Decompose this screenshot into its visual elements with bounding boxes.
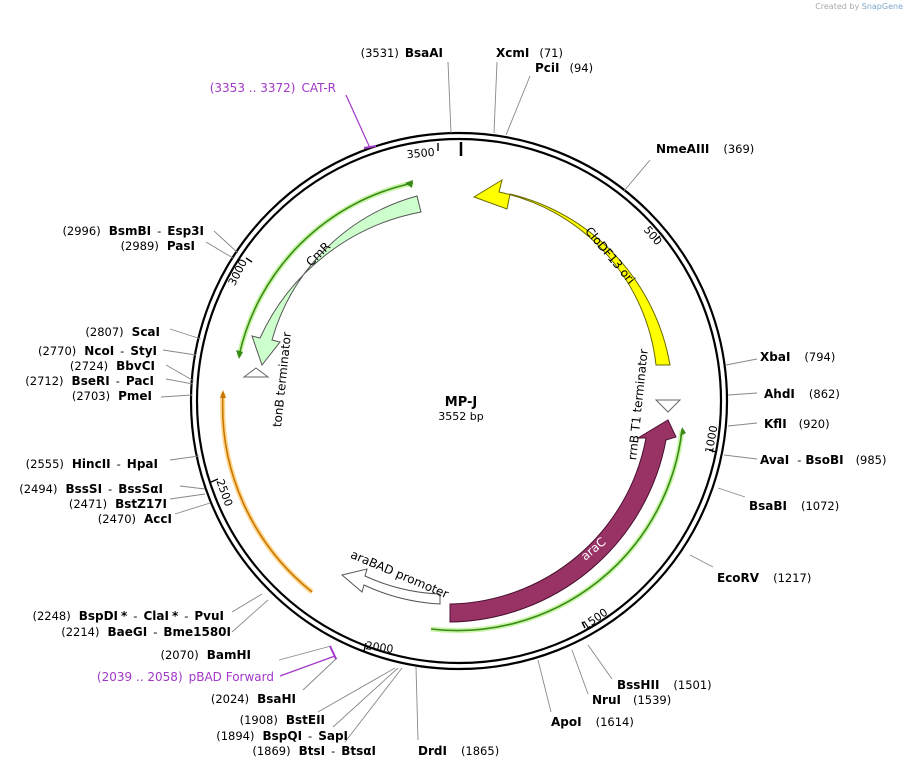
feature-line — [238, 182, 414, 357]
site-ahdi[interactable]: AhdI (862) — [764, 387, 840, 401]
catr-primer-mark[interactable] — [363, 145, 377, 149]
rrnb-terminator-feature[interactable] — [654, 399, 682, 413]
site-pmei[interactable]: (2703) PmeI — [72, 389, 152, 403]
site-hincii[interactable]: (2555) HincII - HpaI — [26, 457, 158, 471]
site-bsaai[interactable]: (3531) BsaAI — [361, 46, 443, 60]
site-bspdi[interactable]: (2248) BspDI * - ClaI * - PvuI — [32, 609, 224, 623]
site-bsabi[interactable]: BsaBI (1072) — [749, 499, 839, 513]
tick-label: 1500 — [580, 606, 610, 633]
site-pcii[interactable]: PciI (94) — [535, 61, 593, 75]
site-bbvci[interactable]: (2724) BbvCI — [70, 359, 155, 373]
site-bseri[interactable]: (2712) BseRI - PacI — [25, 374, 154, 388]
arac-feature[interactable] — [449, 419, 677, 623]
catr-primer-label[interactable]: (3353 .. 3372) CAT-R — [210, 81, 336, 95]
credit-text: Created by — [815, 2, 860, 11]
clodf13-ori-feature[interactable] — [472, 178, 671, 366]
site-scai[interactable]: (2807) ScaI — [85, 325, 160, 339]
site-bsssi[interactable]: (2494) BssSI - BssSαI — [19, 482, 163, 496]
site-xbai[interactable]: XbaI (794) — [760, 350, 835, 364]
arrow-head — [236, 350, 243, 359]
backbone-outer — [189, 131, 729, 671]
site-nmeaiii[interactable]: NmeAIII (369) — [656, 142, 754, 156]
site-xcmi[interactable]: XcmI (71) — [496, 46, 563, 60]
pbad-range: (2039 .. 2058) — [97, 670, 183, 684]
site-kfli[interactable]: KflI (920) — [764, 417, 830, 431]
tonb-terminator-feature[interactable] — [242, 367, 270, 378]
site-ncoi[interactable]: (2770) NcoI - StyI — [38, 344, 157, 358]
catr-leader — [345, 94, 371, 149]
backbone-inner — [195, 137, 723, 665]
catr-name: CAT-R — [301, 81, 336, 95]
site-drdi[interactable]: DrdI (1865) — [418, 744, 499, 758]
tick-marks — [210, 143, 717, 652]
site-bsahi[interactable]: (2024) BsaHI — [211, 692, 296, 706]
site-nrui[interactable]: NruI (1539) — [592, 693, 671, 707]
site-bstz17i[interactable]: (2471) BstZ17I — [69, 497, 167, 511]
leader-lines — [160, 61, 758, 743]
pbad-name: pBAD Forward — [189, 670, 274, 684]
plasmid-name: MP-J — [445, 395, 477, 410]
tick-label: 1000 — [703, 424, 721, 454]
arrow-head — [405, 180, 413, 188]
site-avai[interactable]: AvaI - BsoBI (985) — [760, 453, 887, 467]
cmr-label: CmR — [303, 239, 333, 269]
site-acci[interactable]: (2470) AccI — [98, 512, 172, 526]
pbad-primer-label[interactable]: (2039 .. 2058) pBAD Forward — [97, 670, 274, 684]
plasmid-size: 3552 bp — [438, 410, 483, 423]
tick-label: 2500 — [213, 477, 235, 508]
site-ecorv[interactable]: EcoRV (1217) — [717, 571, 811, 585]
snapgene-brand: SnapGene — [861, 2, 903, 11]
cmr-feature[interactable] — [251, 195, 422, 367]
site-pasi[interactable]: (2989) PasI — [121, 239, 195, 253]
arrow-head — [220, 390, 226, 398]
site-bsshii[interactable]: BssHII (1501) — [617, 678, 712, 692]
site-apoi[interactable]: ApoI (1614) — [551, 715, 634, 729]
arabad-promoter-feature[interactable] — [340, 568, 441, 605]
arrow-head — [680, 427, 686, 436]
site-btsi[interactable]: (1869) BtsI - BtsαI — [252, 744, 376, 758]
snapgene-credit: Created by SnapGene — [815, 2, 903, 11]
tick-label: 500 — [641, 224, 664, 248]
site-bsmbi[interactable]: (2996) BsmBI - Esp3I — [62, 224, 204, 238]
tick-label: 3500 — [406, 146, 435, 161]
site-bspqi[interactable]: (1894) BspQI - SapI — [216, 729, 348, 743]
pbad-leader — [279, 655, 336, 677]
site-baegi[interactable]: (2214) BaeGI - Bme1580I — [61, 625, 231, 639]
feature-line — [430, 429, 683, 632]
site-bsteii[interactable]: (1908) BstEII — [240, 713, 325, 727]
site-bamhi[interactable]: (2070) BamHI — [160, 648, 251, 662]
tick-label: 2000 — [365, 639, 395, 656]
pbad-primer-mark[interactable] — [329, 645, 337, 660]
catr-range: (3353 .. 3372) — [210, 81, 296, 95]
clodf13-label: CloDF13 ori — [582, 224, 638, 287]
feature-line — [221, 392, 313, 593]
feature-line-glow — [220, 392, 314, 594]
